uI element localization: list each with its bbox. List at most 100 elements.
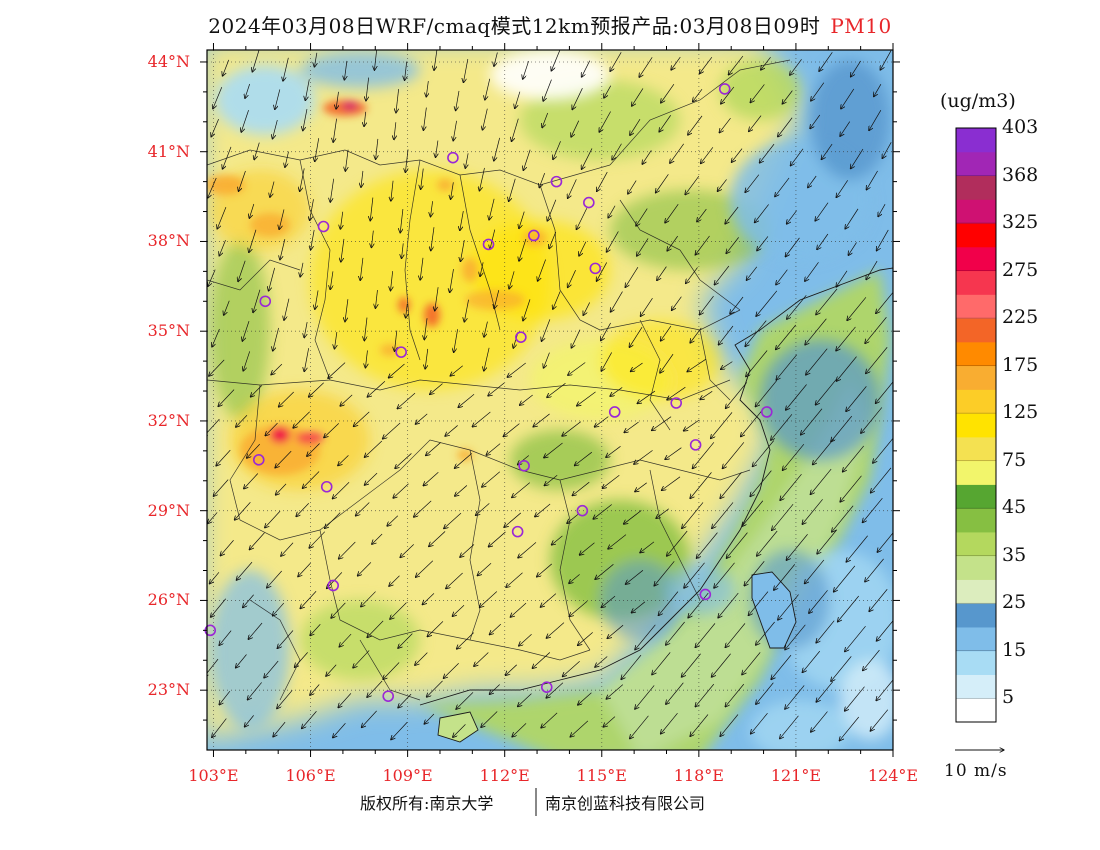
- wind-arrow: [596, 262, 608, 281]
- wind-arrow: [367, 680, 383, 697]
- wind-arrow: [370, 197, 374, 221]
- wind-arrow: [697, 208, 707, 222]
- wind-arrow: [640, 297, 653, 316]
- city-marker: [550, 175, 563, 188]
- wind-arrow: [576, 208, 588, 229]
- wind-arrow: [607, 624, 624, 638]
- wind-arrow: [546, 682, 564, 698]
- wind-arrow: [754, 204, 769, 222]
- wind-arrow: [621, 654, 642, 679]
- taiwan-outline: [751, 571, 797, 649]
- wind-arrow: [519, 634, 532, 646]
- wind-arrow: [850, 148, 864, 169]
- wind-arrow: [577, 391, 596, 406]
- wind-arrow: [296, 503, 310, 516]
- wind-arrow: [695, 623, 716, 647]
- wind-arrow: [726, 237, 739, 253]
- wind-arrow: [846, 386, 867, 411]
- wind-arrow: [863, 649, 880, 671]
- colorbar-segment: [956, 175, 996, 200]
- wind-arrow: [684, 562, 705, 588]
- wind-arrow: [333, 723, 346, 738]
- wind-arrow: [252, 50, 260, 72]
- wind-arrow: [757, 530, 778, 556]
- wind-arrow: [390, 271, 392, 291]
- wind-arrow: [236, 654, 247, 668]
- wind-arrow: [480, 262, 484, 276]
- wind-arrow: [372, 533, 383, 544]
- wind-arrow: [338, 455, 349, 465]
- wind-arrow: [298, 562, 311, 577]
- wind-arrow: [635, 624, 656, 650]
- wind-arrow: [755, 380, 778, 406]
- wind-arrow: [816, 288, 838, 315]
- wind-arrow: [249, 532, 265, 550]
- wind-arrow: [465, 153, 468, 168]
- colorbar-label: 45: [1002, 496, 1027, 519]
- colorbar-segment: [956, 389, 996, 414]
- wind-arrow: [213, 87, 223, 109]
- wind-arrow: [786, 384, 807, 410]
- wind-arrow: [490, 229, 496, 250]
- wind-arrow: [851, 60, 861, 77]
- wind-arrow: [444, 512, 462, 529]
- wind-arrow: [833, 565, 856, 592]
- wind-arrow: [307, 443, 320, 457]
- wind-arrow: [207, 418, 220, 437]
- city-marker: [482, 238, 495, 251]
- wind-arrow: [699, 295, 714, 315]
- wind-arrow: [456, 692, 474, 709]
- wind-arrow: [457, 632, 474, 649]
- lon-label: 109°E: [382, 766, 433, 785]
- wind-arrow: [488, 382, 505, 396]
- wind-arrow: [606, 231, 619, 252]
- wind-arrow: [371, 230, 373, 248]
- wind-arrow: [699, 56, 713, 74]
- wind-arrow: [725, 382, 748, 408]
- wind-arrow: [300, 168, 305, 191]
- wind-arrow: [494, 290, 500, 309]
- wind-arrow: [815, 202, 829, 221]
- wind-arrow: [595, 564, 614, 579]
- wind-arrow: [836, 270, 848, 287]
- wind-arrow: [353, 411, 370, 427]
- colorbar-segment: [956, 698, 996, 723]
- colorbar-label: 15: [1002, 638, 1027, 661]
- wind-arrow: [340, 211, 342, 230]
- wind-arrow: [847, 297, 867, 320]
- wind-arrow: [632, 88, 644, 106]
- city-marker: [540, 681, 553, 693]
- wind-arrow: [667, 530, 688, 556]
- wind-arrow: [394, 122, 396, 139]
- wind-arrow: [790, 59, 802, 75]
- map-frame: [206, 49, 894, 751]
- wind-arrow: [831, 656, 852, 681]
- wind-arrow: [775, 177, 790, 197]
- wind-arrow: [562, 660, 580, 676]
- city-marker: [576, 504, 589, 517]
- wind-arrow: [718, 325, 734, 345]
- wind-arrow: [245, 83, 250, 98]
- wind-arrow: [861, 407, 883, 433]
- wind-arrow: [507, 362, 526, 377]
- wind-arrow: [553, 141, 561, 159]
- wind-arrow: [270, 181, 275, 198]
- wind-arrow: [458, 393, 475, 407]
- wind-arrow: [249, 203, 255, 218]
- wind-arrow: [821, 143, 833, 159]
- wind-arrow: [836, 356, 857, 382]
- wind-arrow: [219, 690, 231, 705]
- wind-arrow: [330, 178, 335, 202]
- wind-arrow: [275, 450, 292, 468]
- wind-arrow: [683, 419, 700, 431]
- wind-arrow: [305, 79, 310, 100]
- wind-arrow: [817, 233, 829, 250]
- colorbar-label: 125: [1002, 401, 1039, 424]
- wind-arrow: [425, 348, 428, 369]
- wind-arrow: [212, 718, 227, 738]
- wind-arrow: [396, 89, 399, 113]
- wind-arrow: [452, 605, 465, 616]
- wind-arrow: [506, 572, 523, 588]
- city-marker: [718, 83, 731, 95]
- wind-arrow: [543, 79, 552, 102]
